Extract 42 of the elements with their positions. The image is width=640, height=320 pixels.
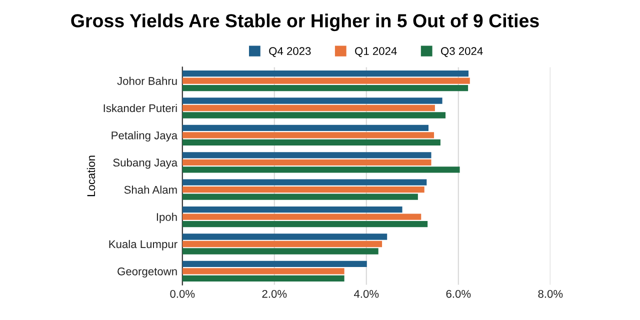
bar [182, 240, 382, 248]
bar [182, 234, 388, 240]
bar [182, 179, 427, 186]
x-tick-label: 6.0% [446, 290, 471, 298]
bar [182, 248, 378, 254]
bar [182, 124, 428, 132]
bar [182, 78, 470, 84]
bar [182, 194, 418, 200]
legend-label: Q3 2024 [441, 47, 483, 57]
y-tick-label: Shah Alam [124, 186, 177, 194]
chart-title: Gross Yields Are Stable or Higher in 5 Out of 9 Cities [71, 14, 539, 32]
y-tick-label: Iskander Puteri [104, 104, 177, 112]
y-tick-label: Georgetown [118, 267, 177, 278]
bar [182, 268, 344, 274]
bar [182, 139, 440, 146]
bar [182, 275, 344, 282]
bar [182, 214, 422, 220]
bar [182, 220, 428, 228]
bar [182, 104, 435, 112]
y-tick-label: Ipoh [156, 212, 177, 224]
bar [182, 260, 367, 268]
y-axis-title: Location [86, 156, 96, 196]
x-tick-label: 4.0% [354, 290, 379, 298]
bar [182, 159, 432, 166]
bar [182, 166, 460, 173]
bar [182, 152, 432, 158]
legend-label: Q4 2023 [269, 47, 311, 57]
y-tick-label: Petaling Jaya [112, 131, 178, 142]
y-tick-label: Kuala Lumpur [109, 240, 178, 250]
y-tick-label: Subang Jaya [113, 158, 178, 169]
bar [182, 98, 442, 104]
bar [182, 206, 402, 213]
y-tick-label: Johor Bahru [117, 76, 177, 85]
bar [182, 132, 434, 138]
bar [182, 186, 424, 193]
x-tick-label: 2.0% [262, 290, 287, 298]
bar [182, 112, 446, 118]
bar [182, 84, 468, 92]
bar [182, 70, 469, 77]
legend-label: Q1 2024 [355, 47, 397, 57]
x-tick-label: 8.0% [538, 290, 563, 298]
x-tick-label: 0.0% [170, 290, 195, 298]
